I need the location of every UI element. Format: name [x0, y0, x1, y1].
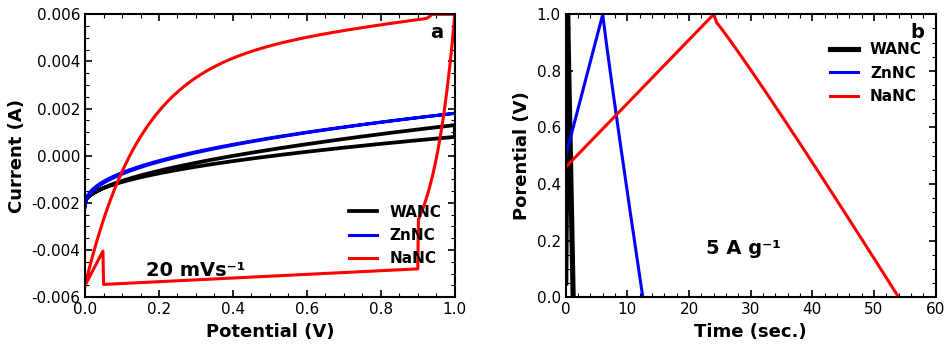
WANC — [389, 140, 400, 145]
NaNC — [629, 93, 640, 98]
WANC — [257, 155, 268, 159]
ZnNC — [560, 152, 571, 156]
NaNC — [659, 62, 670, 67]
Legend: WANC, ZnNC, NaNC: WANC, ZnNC, NaNC — [343, 198, 447, 272]
ZnNC — [627, 232, 638, 237]
ZnNC — [346, 124, 358, 128]
WANC — [560, 281, 571, 285]
NaNC — [698, 22, 709, 26]
WANC — [562, 31, 573, 35]
NaNC — [575, 149, 586, 153]
NaNC — [329, 30, 340, 34]
NaNC — [892, 295, 903, 299]
NaNC — [560, 165, 571, 169]
WANC — [125, 176, 136, 180]
Y-axis label: Current (A): Current (A) — [8, 99, 25, 213]
Line: ZnNC: ZnNC — [565, 14, 642, 297]
ZnNC — [597, 12, 608, 16]
ZnNC — [125, 167, 136, 171]
WANC — [346, 145, 358, 149]
Line: NaNC: NaNC — [85, 14, 454, 285]
Y-axis label: Porential (V): Porential (V) — [513, 91, 531, 220]
X-axis label: Potential (V): Potential (V) — [206, 323, 334, 340]
X-axis label: Time (sec.): Time (sec.) — [694, 323, 806, 340]
Text: 20 mVs⁻¹: 20 mVs⁻¹ — [146, 261, 245, 280]
WANC — [565, 170, 576, 175]
NaNC — [414, 213, 426, 217]
ZnNC — [369, 121, 380, 125]
ZnNC — [79, 203, 91, 207]
NaNC — [430, 159, 441, 164]
ZnNC — [612, 128, 623, 132]
ZnNC — [257, 137, 268, 142]
ZnNC — [613, 130, 624, 134]
WANC — [566, 281, 578, 285]
WANC — [567, 295, 579, 299]
ZnNC — [181, 153, 193, 157]
NaNC — [615, 108, 626, 112]
Text: 5 A g⁻¹: 5 A g⁻¹ — [705, 238, 780, 257]
Line: ZnNC: ZnNC — [85, 113, 454, 208]
Line: WANC: WANC — [85, 125, 454, 203]
ZnNC — [636, 295, 648, 299]
WANC — [565, 237, 577, 242]
WANC — [181, 166, 193, 170]
NaNC — [707, 13, 718, 17]
WANC — [565, 228, 577, 232]
Text: b: b — [910, 23, 923, 42]
NaNC — [79, 283, 91, 287]
WANC — [369, 142, 380, 146]
ZnNC — [79, 205, 91, 210]
ZnNC — [631, 258, 642, 263]
Line: WANC: WANC — [565, 14, 573, 297]
Legend: WANC, ZnNC, NaNC: WANC, ZnNC, NaNC — [823, 36, 927, 110]
Line: NaNC: NaNC — [565, 14, 898, 297]
ZnNC — [389, 118, 400, 123]
WANC — [448, 123, 460, 127]
WANC — [79, 201, 91, 205]
ZnNC — [614, 137, 625, 141]
WANC — [561, 170, 572, 174]
NaNC — [177, 85, 189, 89]
Text: a: a — [430, 23, 444, 42]
NaNC — [79, 283, 91, 287]
NaNC — [400, 19, 412, 23]
NaNC — [426, 12, 437, 16]
ZnNC — [560, 154, 571, 158]
NaNC — [204, 67, 215, 71]
WANC — [562, 12, 573, 16]
NaNC — [707, 12, 718, 16]
ZnNC — [448, 111, 460, 115]
WANC — [79, 201, 91, 205]
